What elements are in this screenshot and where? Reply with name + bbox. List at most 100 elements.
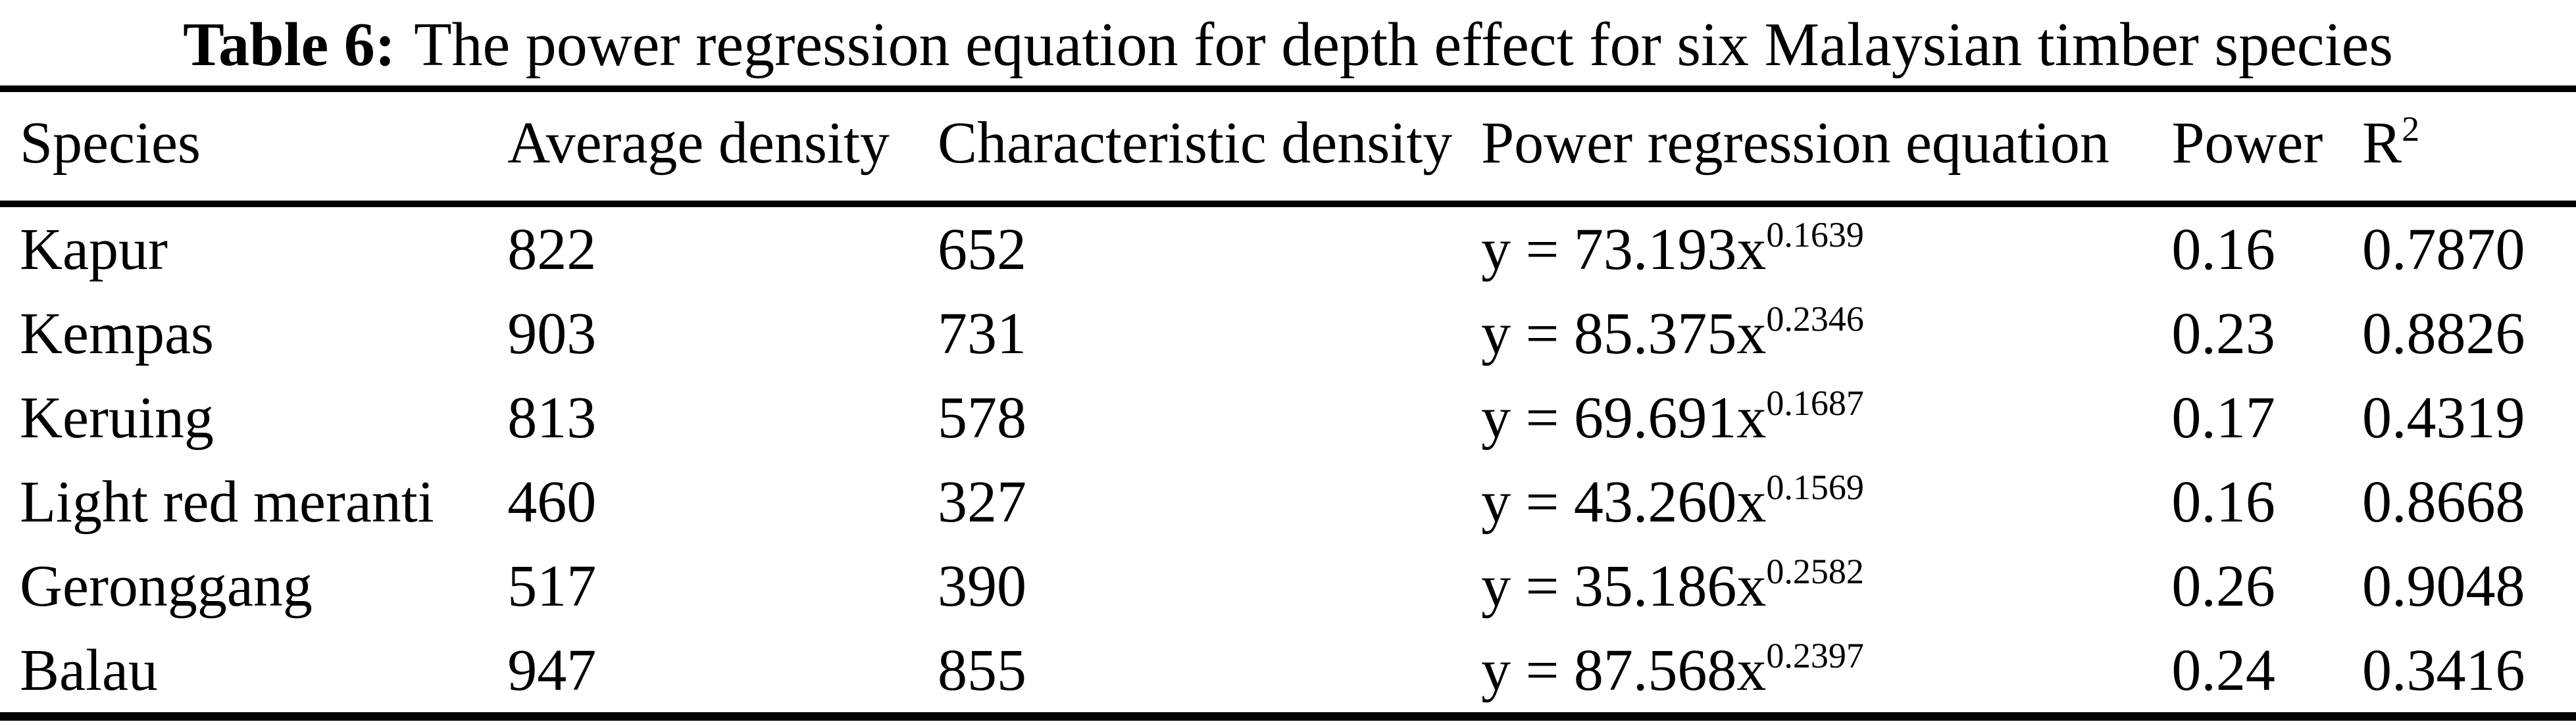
table-caption-text: The power regression equation for depth … [414,11,2393,79]
cell-equation: y = 73.193x0.1639 [1481,204,2171,291]
characteristic-density-value: 652 [938,216,1027,282]
r-squared-value: 0.4319 [2362,385,2525,450]
power-value: 0.26 [2171,553,2275,619]
species-value: Geronggang [20,553,313,619]
r-squared-value: 0.7870 [2362,216,2525,282]
cell-species: Kempas [0,291,507,375]
col-header-equation: Power regression equation [1481,89,2172,208]
col-header-characteristic-density: Characteristic density [938,89,1482,208]
col-header-power-label: Power [2171,110,2323,176]
average-density-value: 460 [507,469,597,535]
col-header-r-squared-sup: 2 [2402,109,2420,149]
col-header-equation-label: Power regression equation [1481,110,2109,176]
power-value: 0.23 [2171,301,2275,366]
characteristic-density-value: 731 [938,301,1027,366]
table-row-kempas: Kempas 903 731 y = 85.375x0.2346 0.23 0.… [0,291,2576,375]
equation-base: y = 69.691x [1481,385,1767,450]
equation-base: y = 85.375x [1481,301,1767,366]
cell-species: Keruing [0,375,507,460]
cell-r-squared: 0.8668 [2362,460,2576,544]
characteristic-density-value: 855 [938,637,1027,703]
table-header-row: Species Average density Characteristic d… [0,89,2576,208]
cell-average-density: 813 [507,375,938,460]
equation-exponent: 0.1687 [1766,383,1864,424]
table-row-light-red-meranti: Light red meranti 460 327 y = 43.260x0.1… [0,460,2576,544]
equation-exponent: 0.1569 [1766,468,1864,508]
equation-exponent: 0.2582 [1766,552,1864,592]
regression-table: Species Average density Characteristic d… [0,85,2576,721]
cell-characteristic-density: 578 [938,375,1481,460]
cell-characteristic-density: 327 [938,460,1481,544]
cell-species: Geronggang [0,544,507,628]
cell-equation: y = 85.375x0.2346 [1481,291,2171,375]
cell-species: Light red meranti [0,460,507,544]
table-caption-label: Table 6: [183,11,396,79]
table-row-kapur: Kapur 822 652 y = 73.193x0.1639 0.16 0.7… [0,204,2576,291]
equation-base: y = 43.260x [1481,469,1767,535]
characteristic-density-value: 390 [938,553,1027,619]
col-header-average-density-label: Average density [507,110,890,176]
cell-average-density: 517 [507,544,938,628]
cell-characteristic-density: 390 [938,544,1481,628]
cell-r-squared: 0.9048 [2362,544,2576,628]
cell-characteristic-density: 652 [938,204,1481,291]
table-row-keruing: Keruing 813 578 y = 69.691x0.1687 0.17 0… [0,375,2576,460]
r-squared-value: 0.8826 [2362,301,2525,366]
equation-exponent: 0.2397 [1766,636,1864,676]
col-header-species: Species [0,89,508,208]
average-density-value: 822 [507,216,597,282]
cell-characteristic-density: 731 [938,291,1481,375]
cell-power: 0.26 [2171,544,2362,628]
species-value: Balau [20,637,158,703]
cell-r-squared: 0.3416 [2362,628,2576,717]
power-value: 0.16 [2171,469,2275,535]
average-density-value: 813 [507,385,597,450]
cell-average-density: 947 [507,628,938,717]
cell-power: 0.16 [2171,460,2362,544]
cell-power: 0.24 [2171,628,2362,717]
average-density-value: 947 [507,637,597,703]
equation-base: y = 35.186x [1481,553,1767,619]
cell-species: Balau [0,628,507,717]
table-row-balau: Balau 947 855 y = 87.568x0.2397 0.24 0.3… [0,628,2576,717]
col-header-characteristic-density-label: Characteristic density [938,110,1453,176]
characteristic-density-value: 327 [938,469,1027,535]
cell-r-squared: 0.4319 [2362,375,2576,460]
r-squared-value: 0.8668 [2362,469,2525,535]
species-value: Keruing [20,385,214,450]
average-density-value: 903 [507,301,597,366]
cell-power: 0.23 [2171,291,2362,375]
cell-equation: y = 87.568x0.2397 [1481,628,2171,717]
average-density-value: 517 [507,553,597,619]
r-squared-value: 0.9048 [2362,553,2525,619]
species-value: Kapur [20,216,168,282]
cell-average-density: 822 [507,204,938,291]
species-value: Kempas [20,301,214,366]
table-row-geronggang: Geronggang 517 390 y = 35.186x0.2582 0.2… [0,544,2576,628]
col-header-r-squared: R2 [2362,89,2576,208]
power-value: 0.16 [2171,216,2275,282]
col-header-species-label: Species [20,110,201,176]
cell-equation: y = 69.691x0.1687 [1481,375,2171,460]
cell-equation: y = 35.186x0.2582 [1481,544,2171,628]
col-header-average-density: Average density [507,89,938,208]
cell-average-density: 460 [507,460,938,544]
cell-species: Kapur [0,204,507,291]
table-caption: Table 6: The power regression equation fo… [0,4,2576,85]
equation-base: y = 73.193x [1481,216,1767,282]
power-value: 0.17 [2171,385,2275,450]
cell-r-squared: 0.7870 [2362,204,2576,291]
equation-exponent: 0.1639 [1766,215,1864,255]
col-header-power: Power [2171,89,2363,208]
col-header-r-squared-base: R [2362,110,2402,176]
cell-power: 0.16 [2171,204,2362,291]
cell-r-squared: 0.8826 [2362,291,2576,375]
paper-table-page: { "table": { "caption": { "label": "Tabl… [0,4,2576,726]
cell-equation: y = 43.260x0.1569 [1481,460,2171,544]
species-value: Light red meranti [20,469,434,535]
equation-exponent: 0.2346 [1766,299,1864,339]
cell-average-density: 903 [507,291,938,375]
characteristic-density-value: 578 [938,385,1027,450]
cell-characteristic-density: 855 [938,628,1481,717]
equation-base: y = 87.568x [1481,637,1767,703]
